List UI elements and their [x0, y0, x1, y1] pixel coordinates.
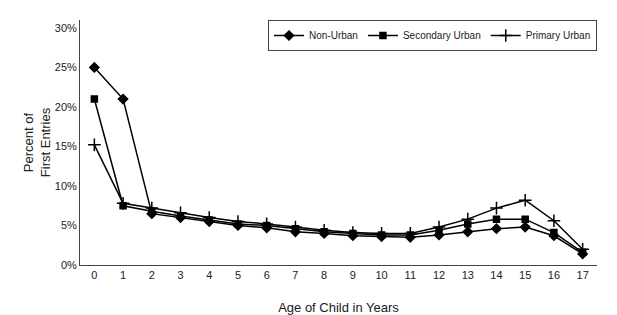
svg-text:17: 17 [577, 269, 589, 281]
svg-text:7: 7 [292, 269, 298, 281]
svg-text:5%: 5% [61, 219, 77, 231]
svg-text:0%: 0% [61, 259, 77, 271]
svg-text:14: 14 [490, 269, 502, 281]
svg-text:0: 0 [91, 269, 97, 281]
svg-text:Non-Urban: Non-Urban [309, 30, 358, 41]
svg-text:9: 9 [350, 269, 356, 281]
svg-text:11: 11 [405, 269, 416, 281]
svg-text:4: 4 [206, 269, 212, 281]
svg-text:2: 2 [149, 269, 155, 281]
svg-text:20%: 20% [55, 101, 77, 113]
svg-text:Secondary Urban: Secondary Urban [403, 30, 481, 41]
svg-text:8: 8 [321, 269, 327, 281]
svg-text:10%: 10% [55, 180, 77, 192]
svg-text:1: 1 [120, 269, 126, 281]
svg-text:13: 13 [462, 269, 474, 281]
svg-text:Primary Urban: Primary Urban [526, 30, 590, 41]
svg-text:3: 3 [177, 269, 183, 281]
svg-text:Age of Child in Years: Age of Child in Years [278, 300, 399, 315]
svg-text:5: 5 [235, 269, 241, 281]
svg-text:30%: 30% [55, 22, 77, 34]
svg-text:15: 15 [519, 269, 531, 281]
svg-text:12: 12 [433, 269, 445, 281]
svg-text:Percent ofFirst Entries: Percent ofFirst Entries [21, 107, 53, 177]
svg-text:25%: 25% [55, 61, 77, 73]
svg-text:10: 10 [375, 269, 387, 281]
svg-text:6: 6 [264, 269, 270, 281]
svg-text:16: 16 [548, 269, 560, 281]
svg-text:15%: 15% [55, 140, 77, 152]
